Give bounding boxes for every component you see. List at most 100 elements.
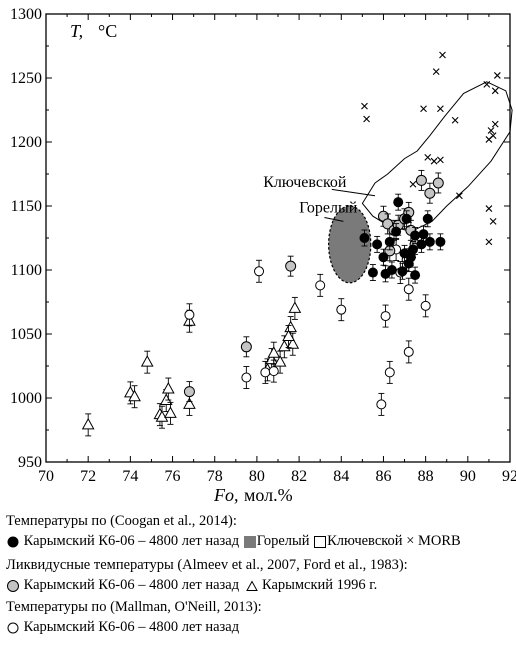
y-tick-label: 1250 (10, 70, 42, 87)
morb-point (437, 105, 444, 113)
annotation-leader (324, 217, 344, 222)
karym-1996-point (273, 355, 287, 367)
coogan-point (424, 236, 435, 247)
coogan-point (410, 270, 421, 281)
morb-point (432, 68, 440, 75)
x-tick-label: 90 (460, 468, 476, 485)
legend-heading-coogan: Температуры по (Coogan et al., 2014): (6, 513, 237, 529)
legend-row-coogan: Карымский К6-06 – 4800 лет назад Горелый… (6, 533, 514, 550)
x-axis-label-unit: мол.% (244, 485, 293, 505)
x-tick-label: 86 (375, 468, 391, 485)
karym-1996-point (81, 417, 95, 430)
gorelyi-field (328, 205, 372, 284)
open-square-icon (314, 535, 327, 548)
karym-1996-point (128, 389, 141, 402)
coogan-point (435, 236, 446, 247)
x-tick-label: 72 (80, 468, 96, 485)
karym-1996-point (140, 355, 154, 367)
mallman-point (384, 367, 395, 378)
x-tick-label: 76 (165, 468, 181, 485)
coogan-point (386, 265, 397, 275)
y-axis-label: T, °C (70, 21, 117, 41)
liquidus-point (424, 187, 436, 199)
x-axis-label-var: Fo, (213, 485, 239, 505)
liquidus-point (415, 174, 427, 186)
annotation-leader (331, 188, 376, 197)
liquidus-point (432, 177, 444, 189)
mallman-point (336, 304, 347, 315)
morb-point (420, 105, 427, 113)
coogan-point (393, 197, 404, 208)
morb-point (493, 72, 501, 79)
plot-area: 70 72 74 76 78 80 82 84 86 88 90 92 950 1000 1050 1100 1… (10, 6, 516, 485)
coogan-point (359, 233, 370, 243)
x-tick-label: 80 (249, 468, 265, 485)
karym-1996-point (284, 320, 298, 333)
y-axis-label-unit: °C (98, 21, 117, 41)
liquidus-point (285, 260, 297, 272)
coogan-point (422, 213, 433, 224)
legend-karym-mallman: Карымский К6-06 – 4800 лет назад (23, 619, 240, 635)
karym-1996-point (265, 352, 279, 365)
legend-heading-mallman: Температуры по (Mallman, O'Neill, 2013): (6, 599, 262, 615)
x-tick-label: 84 (333, 468, 349, 485)
coogan-point (397, 266, 408, 277)
annotation-label: Горелый (299, 199, 358, 216)
coogan-point (418, 229, 429, 240)
karym-1996-point (155, 410, 169, 422)
legend-morb: MORB (418, 533, 461, 549)
liquidus-point (240, 341, 252, 353)
coogan-point (407, 244, 418, 255)
x-mark-icon: × (406, 533, 415, 549)
legend-row-mallman: Карымский К6-06 – 4800 лет назад (6, 619, 514, 636)
y-tick-label: 1000 (10, 390, 42, 407)
mallman-point (376, 399, 387, 410)
mallman-point (380, 311, 391, 322)
legend-klyuchevskoi: Ключевской (327, 533, 403, 549)
coogan-point (410, 230, 421, 241)
y-tick-label: 1200 (10, 134, 42, 151)
morb-point (487, 127, 495, 134)
x-tick-label: 88 (418, 468, 434, 485)
morb-point (439, 51, 446, 59)
morb-point (491, 120, 499, 128)
morb-point (485, 205, 493, 212)
morb-point (491, 87, 499, 95)
mallman-point (315, 280, 326, 291)
coogan-point (367, 267, 378, 278)
mallman-point (268, 366, 279, 377)
coogan-point (378, 252, 389, 263)
legend-karym-coogan: Карымский К6-06 – 4800 лет назад (23, 533, 240, 549)
morb-point (489, 132, 497, 139)
morb-point (483, 81, 491, 88)
mallman-point (241, 372, 252, 383)
y-tick-label: 1100 (11, 262, 42, 279)
mallman-point (403, 346, 414, 357)
morb-point (361, 102, 368, 110)
karym-1996-point (183, 397, 196, 409)
karym-1996-point (288, 301, 302, 313)
karym-1996-point (286, 337, 300, 349)
morb-point (409, 180, 417, 188)
karym-1996-point (267, 346, 281, 358)
mallman-point (420, 300, 431, 311)
coogan-point (401, 213, 412, 224)
morb-point (489, 217, 497, 225)
y-axis-label-var: T, (70, 21, 83, 41)
filled-circle-icon (7, 536, 19, 548)
morb-point (424, 153, 432, 161)
annotation-label: Ключевской (263, 174, 347, 191)
x-tick-label: 74 (122, 468, 138, 485)
x-tick-label: 92 (502, 468, 516, 485)
coogan-point (391, 226, 402, 237)
x-tick-label: 82 (291, 468, 307, 485)
coogan-point (416, 239, 427, 250)
karym-1996-point (161, 382, 175, 394)
legend-karym-1996: Карымский 1996 г. (261, 577, 378, 593)
scatter-chart: 70 72 74 76 78 80 82 84 86 88 90 92 950 1000 1050 1100 1… (10, 6, 516, 505)
y-tick-label: 950 (18, 454, 42, 471)
legend-karym-liquidus: Карымский К6-06 – 4800 лет назад (23, 577, 240, 593)
morb-point (363, 115, 370, 123)
triangle-icon (246, 580, 259, 591)
mallman-point (403, 284, 414, 295)
